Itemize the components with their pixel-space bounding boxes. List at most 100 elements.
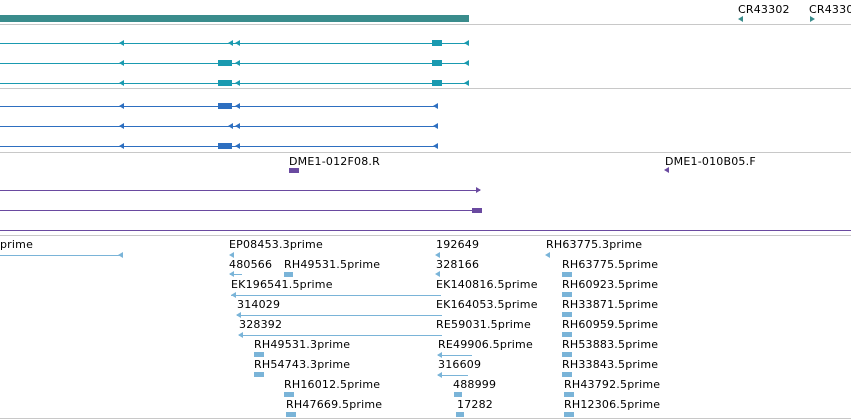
clone-label[interactable]: DME1-012F08.R xyxy=(289,155,380,168)
est-label[interactable]: EK140816.5prime xyxy=(436,278,538,291)
exon-marker xyxy=(228,123,233,129)
exon-block xyxy=(218,143,232,149)
est-alignment[interactable] xyxy=(0,255,121,256)
est-label[interactable]: 192649 xyxy=(436,238,480,251)
est-label[interactable]: RH33871.5prime xyxy=(562,298,659,311)
clone-span-line[interactable] xyxy=(0,210,480,211)
est-label[interactable]: RH47669.5prime xyxy=(286,398,383,411)
est-label[interactable]: RH63775.3prime xyxy=(546,238,643,251)
est-label[interactable]: RH54743.3prime xyxy=(254,358,351,371)
est-label[interactable]: 488999 xyxy=(453,378,497,391)
exon-marker xyxy=(235,103,240,109)
est-label[interactable]: RE49906.5prime xyxy=(438,338,533,351)
exon-block xyxy=(218,60,232,66)
est-label[interactable]: EK196541.5prime xyxy=(231,278,333,291)
est-label[interactable]: RH60923.5prime xyxy=(562,278,659,291)
est-label[interactable]: RE59031.5prime xyxy=(436,318,531,331)
est-block[interactable] xyxy=(564,412,574,417)
est-label[interactable]: RH49531.3prime xyxy=(254,338,351,351)
exon-marker xyxy=(464,80,469,86)
clone-label[interactable]: DME1-010B05.F xyxy=(665,155,756,168)
est-strand-arrow xyxy=(229,271,234,277)
exon-marker xyxy=(433,103,438,109)
exon-marker xyxy=(235,143,240,149)
intron-line xyxy=(0,126,438,127)
est-alignment[interactable] xyxy=(438,375,468,376)
est-alignment[interactable] xyxy=(239,335,442,336)
track-separator xyxy=(0,235,851,236)
exon-marker xyxy=(464,40,469,46)
est-block[interactable] xyxy=(454,392,462,397)
est-label[interactable]: 328392 xyxy=(239,318,283,331)
est-label[interactable]: RH53883.5prime xyxy=(562,338,659,351)
exon-block xyxy=(432,60,442,66)
clone-end-marker xyxy=(476,187,481,193)
est-label[interactable]: EP08453.3prime xyxy=(229,238,323,251)
exon-marker xyxy=(119,60,124,66)
est-block[interactable] xyxy=(286,412,296,417)
exon-marker xyxy=(119,40,124,46)
clone-end-marker xyxy=(472,208,482,213)
exon-marker xyxy=(235,80,240,86)
est-strand-arrow[interactable] xyxy=(545,252,550,258)
est-label[interactable]: 316609 xyxy=(438,358,482,371)
exon-block xyxy=(218,103,232,109)
est-strand-arrow[interactable] xyxy=(435,271,440,277)
est-block[interactable] xyxy=(284,272,293,277)
est-label[interactable]: RH12306.5prime xyxy=(564,398,661,411)
est-label[interactable]: RH33843.5prime xyxy=(562,358,659,371)
est-label[interactable]: 480566 xyxy=(229,258,273,271)
est-block[interactable] xyxy=(562,332,572,337)
est-label[interactable]: 328166 xyxy=(436,258,480,271)
est-alignment[interactable] xyxy=(230,274,242,275)
exon-marker xyxy=(119,123,124,129)
gene-strand-arrow xyxy=(738,16,743,22)
exon-block xyxy=(432,40,442,46)
exon-marker xyxy=(119,80,124,86)
exon-marker xyxy=(228,40,233,46)
gene-model-bar[interactable] xyxy=(0,15,469,22)
est-label[interactable]: 17282 xyxy=(457,398,493,411)
est-block[interactable] xyxy=(254,372,264,377)
est-label[interactable]: RH43792.5prime xyxy=(564,378,661,391)
est-label[interactable]: RH63775.5prime xyxy=(562,258,659,271)
clone-end-marker[interactable] xyxy=(289,168,299,173)
est-label[interactable]: 314029 xyxy=(237,298,281,311)
est-label[interactable]: RH60959.5prime xyxy=(562,318,659,331)
gene-label[interactable]: CR4330 xyxy=(809,3,851,16)
est-alignment[interactable] xyxy=(231,295,441,296)
intron-line xyxy=(0,63,468,64)
est-block[interactable] xyxy=(562,352,572,357)
est-block[interactable] xyxy=(456,412,464,417)
clone-span-line[interactable] xyxy=(0,190,480,191)
est-alignment[interactable] xyxy=(237,315,442,316)
est-label[interactable]: RH49531.5prime xyxy=(284,258,381,271)
est-block[interactable] xyxy=(254,352,264,357)
est-label[interactable]: EK164053.5prime xyxy=(436,298,538,311)
est-strand-arrow xyxy=(236,312,241,318)
gene-label[interactable]: CR43302 xyxy=(738,3,790,16)
est-strand-arrow xyxy=(231,292,236,298)
exon-block xyxy=(218,80,232,86)
exon-marker xyxy=(433,143,438,149)
est-label[interactable]: RH16012.5prime xyxy=(284,378,381,391)
est-block[interactable] xyxy=(564,392,574,397)
track-separator xyxy=(0,152,851,153)
exon-block xyxy=(432,80,442,86)
est-block[interactable] xyxy=(284,392,294,397)
est-block[interactable] xyxy=(562,372,572,377)
est-label[interactable]: prime xyxy=(0,238,34,251)
est-strand-arrow xyxy=(437,372,442,378)
est-strand-arrow[interactable] xyxy=(435,252,440,258)
est-strand-arrow[interactable] xyxy=(229,252,234,258)
est-block[interactable] xyxy=(562,292,572,297)
intron-line xyxy=(0,43,468,44)
clone-end-marker[interactable] xyxy=(664,167,669,173)
est-block[interactable] xyxy=(562,312,572,317)
exon-marker xyxy=(119,143,124,149)
est-alignment[interactable] xyxy=(438,355,472,356)
track-separator xyxy=(0,418,851,419)
est-strand-arrow xyxy=(238,332,243,338)
est-block[interactable] xyxy=(562,272,572,277)
